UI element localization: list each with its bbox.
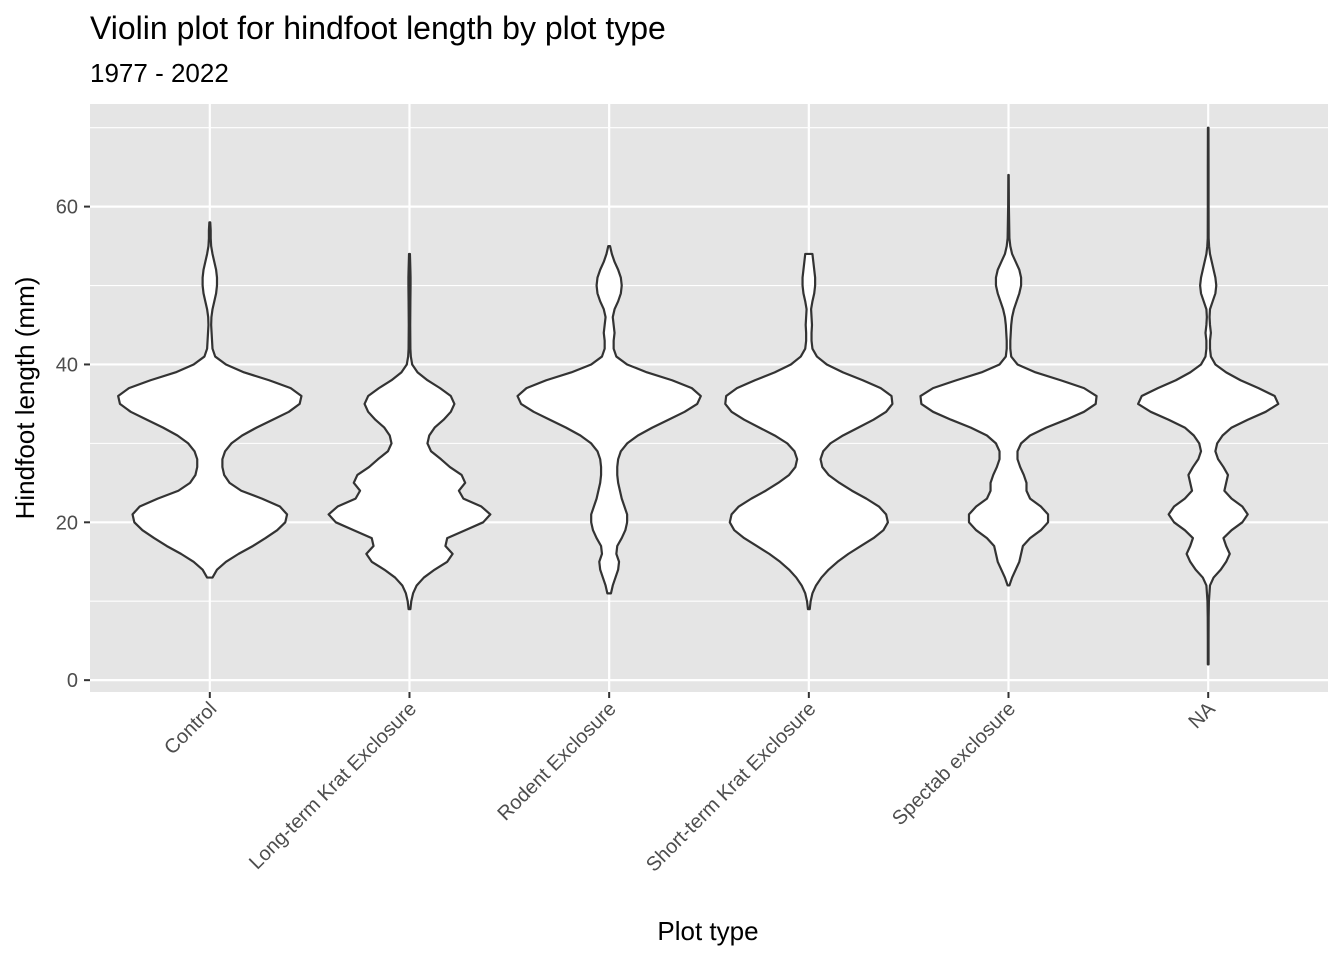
chart-subtitle: 1977 - 2022 — [90, 58, 229, 88]
violin-long-term-krat-exclosure — [327, 252, 492, 611]
x-tick-label: Spectab exclosure — [888, 698, 1020, 830]
x-axis: Control Long-term Krat Exclosure Rodent Ex… — [160, 692, 1220, 876]
violin-control — [117, 221, 303, 579]
violin-short-term-krat-exclosure — [724, 252, 894, 611]
violin-rodent-exclosure — [516, 244, 702, 595]
y-axis: 0 20 40 60 — [56, 197, 90, 692]
x-tick-label: Control — [160, 698, 221, 759]
x-tick-label: Rodent Exclosure — [494, 698, 621, 825]
x-axis-title: Plot type — [657, 916, 758, 946]
y-tick-label: 20 — [56, 512, 78, 534]
x-tick-label: Long-term Krat Exclosure — [245, 698, 421, 874]
violins — [117, 126, 1280, 666]
x-tick-label: NA — [1185, 698, 1221, 734]
y-tick-label: 0 — [67, 670, 78, 692]
chart-title: Violin plot for hindfoot length by plot … — [90, 10, 666, 46]
violin-spectab-exclosure — [919, 173, 1098, 587]
minor-gridlines — [90, 127, 1328, 602]
violin-na — [1137, 126, 1280, 666]
x-tick-label: Short-term Krat Exclosure — [642, 698, 820, 876]
y-tick-label: 60 — [56, 197, 78, 219]
y-tick-label: 40 — [56, 354, 78, 376]
y-axis-title: Hindfoot length (mm) — [10, 277, 40, 520]
